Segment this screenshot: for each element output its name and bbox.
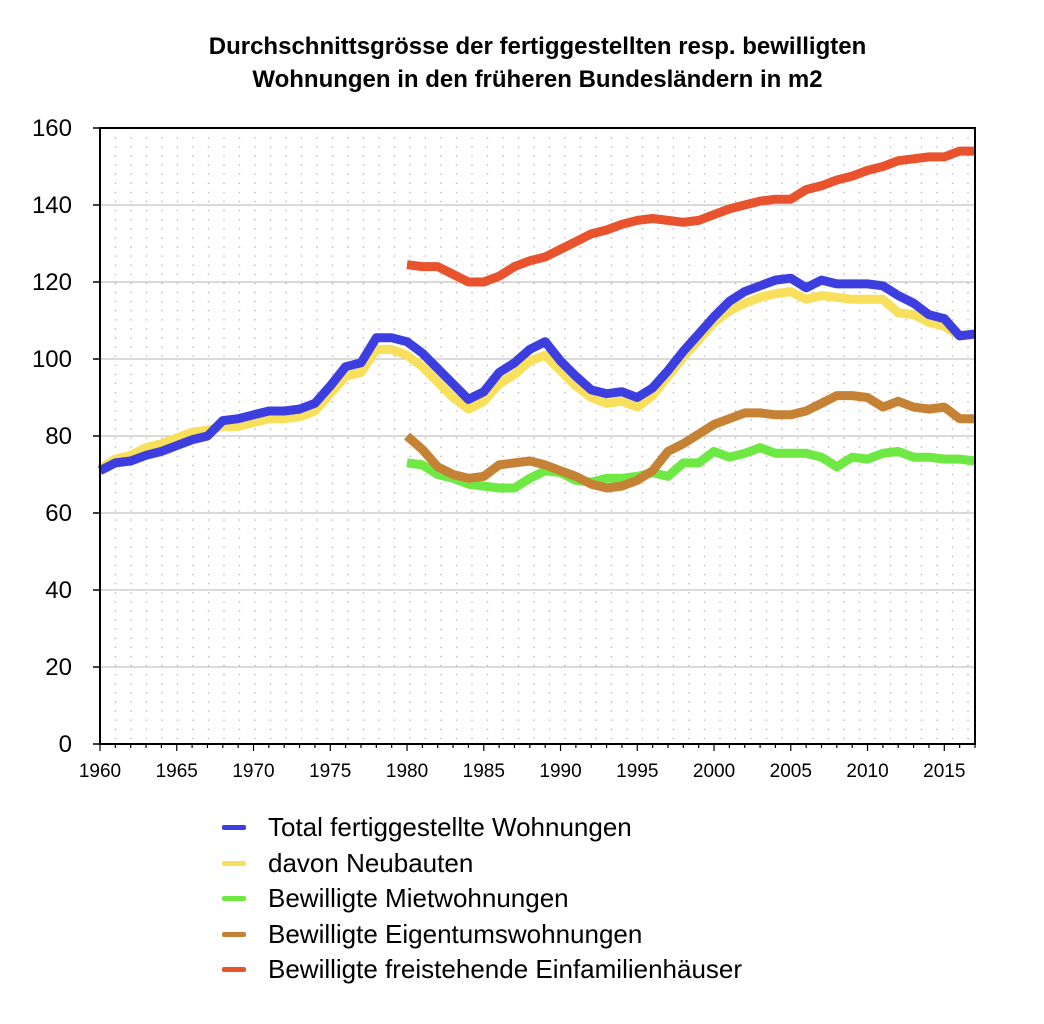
series-line-bewilligte-freistehende-einfamilienh-user — [406, 146, 975, 287]
legend-swatch — [222, 825, 246, 831]
series-line-bewilligte-eigentumswohnungen — [404, 391, 975, 493]
legend-swatch — [222, 860, 246, 866]
x-tick-label: 1995 — [616, 761, 658, 782]
x-tick-label: 1975 — [309, 761, 351, 782]
x-tick-label: 2000 — [693, 761, 735, 782]
plot-frame — [99, 127, 976, 745]
series-line-davon-neubauten — [97, 287, 976, 473]
y-tick-label: 100 — [32, 346, 72, 373]
legend-item: Bewilligte Mietwohnungen — [222, 881, 742, 917]
x-tick-label: 2005 — [770, 761, 812, 782]
x-axis-ticks: 1960 1965 1970 1975 1980 1985 1990 1995 2000 2005… — [79, 744, 976, 782]
y-tick-label: 60 — [45, 500, 72, 527]
legend-item: Bewilligte Eigentumswohnungen — [222, 917, 742, 953]
series-line-bewilligte-mietwohnungen — [406, 443, 976, 493]
y-tick-label: 40 — [45, 577, 72, 604]
series-line-total-fertiggestellte-wohnungen — [97, 273, 976, 475]
legend-label: Total fertiggestellte Wohnungen — [268, 812, 632, 842]
legend-swatch — [222, 967, 246, 973]
legend-swatch — [222, 931, 246, 937]
x-tick-label: 2010 — [846, 761, 888, 782]
legend-label: Bewilligte freistehende Einfamilienhäuse… — [268, 954, 743, 984]
x-tick-label: 1980 — [386, 761, 428, 782]
legend-label: Bewilligte Eigentumswohnungen — [268, 918, 643, 949]
legend-item: Bewilligte freistehende Einfamilienhäuse… — [222, 952, 742, 988]
y-tick-label: 80 — [45, 423, 72, 450]
legend-item: Total fertiggestellte Wohnungen — [222, 810, 742, 846]
legend-label: Bewilligte Mietwohnungen — [268, 883, 569, 913]
series-lines — [97, 146, 976, 493]
x-tick-label: 1960 — [79, 761, 121, 782]
y-tick-label: 120 — [32, 269, 72, 296]
chart-title-line-1: Durchschnittsgrösse der fertiggestellten… — [208, 33, 867, 60]
x-tick-label: 1990 — [539, 761, 581, 782]
x-tick-label: 1965 — [156, 761, 198, 782]
x-tick-label: 1970 — [232, 761, 274, 782]
x-tick-label: 2015 — [923, 761, 965, 782]
y-tick-label: 0 — [59, 731, 72, 758]
y-tick-label: 20 — [45, 654, 72, 681]
chart-title: Durchschnittsgrösse der fertiggestellten… — [0, 30, 1044, 96]
legend-item: davon Neubauten — [222, 846, 742, 882]
y-tick-label: 160 — [32, 115, 72, 142]
legend: Total fertiggestellte Wohnungen davon Neu… — [222, 810, 742, 988]
x-tick-label: 1985 — [463, 761, 505, 782]
chart-title-line-2: Wohnungen in den früheren Bundesländern … — [252, 66, 823, 93]
y-axis-ticks: 0 20 40 60 80 100 120 140 160 — [32, 115, 100, 758]
legend-label: davon Neubauten — [268, 847, 474, 878]
y-tick-label: 140 — [32, 192, 72, 219]
legend-swatch — [222, 896, 246, 902]
